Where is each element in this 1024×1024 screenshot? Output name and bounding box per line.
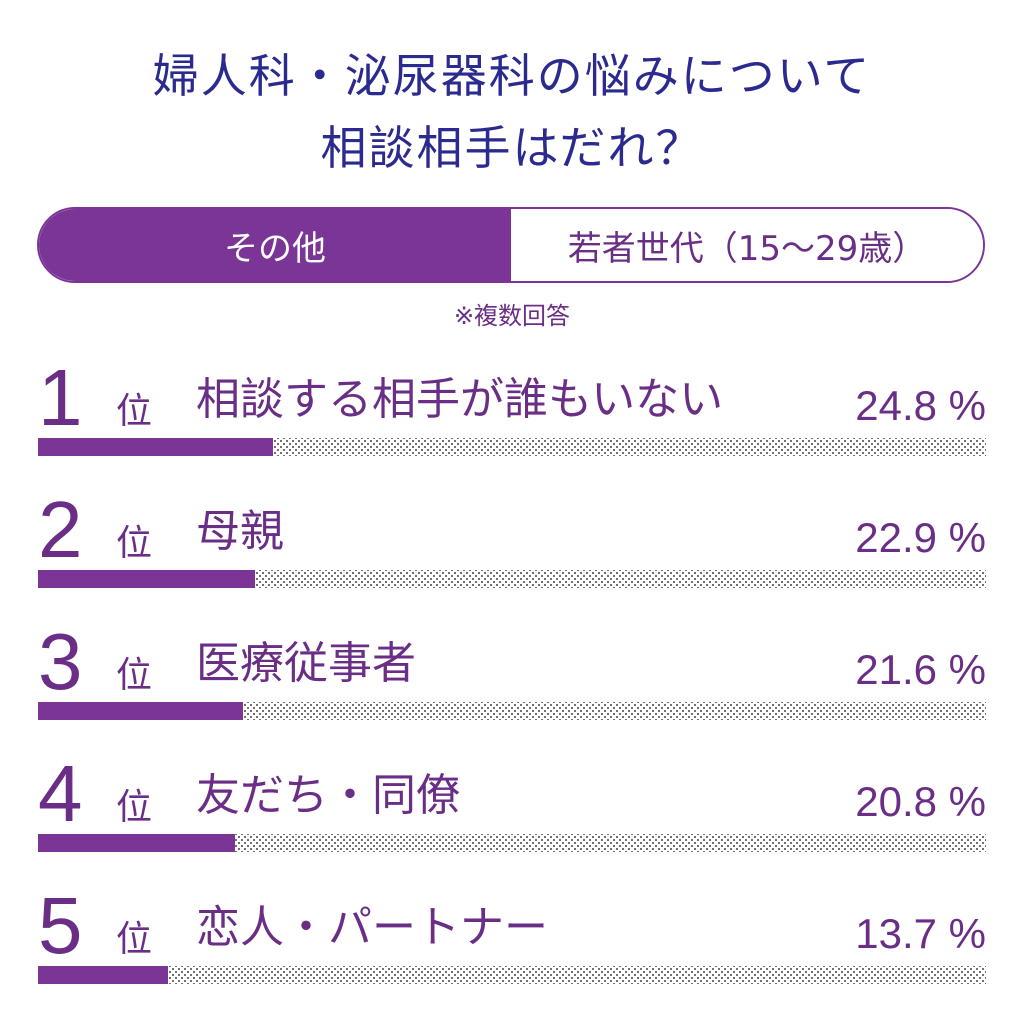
chart-title-line2: 相談相手はだれ？ [320,121,704,175]
rank-number: 5 [38,881,83,970]
bar-track [38,570,986,588]
bar-track [38,702,986,720]
segment-tabs: その他 若者世代（15〜29歳） [37,207,985,283]
tab-young-generation[interactable]: 若者世代（15〜29歳） [511,209,983,281]
value-label: 13.7 % [855,910,986,957]
bar-track [38,438,986,456]
multiple-answer-note: ※複数回答 [453,302,571,330]
rank-suffix: 位 [116,523,153,564]
rank-row: 2 位 母親 22.9 % [38,482,986,592]
value-label: 24.8 % [855,382,986,429]
bar [38,702,243,720]
category-label: 母親 [196,506,284,557]
bar-track [38,966,986,984]
bar-track [38,834,986,852]
rank-row: 1 位 相談する相手が誰もいない 24.8 % [38,350,986,460]
rank-number: 1 [38,353,83,442]
bar [38,966,168,984]
rank-row: 4 位 友だち・同僚 20.8 % [38,746,986,856]
bar [38,570,256,588]
rank-suffix: 位 [116,391,153,432]
rank-suffix: 位 [116,919,153,960]
rank-row: 3 位 医療従事者 21.6 % [38,614,986,724]
chart-title-line1: 婦人科・泌尿器科の悩みについて [152,49,872,103]
category-label: 相談する相手が誰もいない [196,374,724,425]
value-label: 20.8 % [855,778,986,825]
rank-row: 5 位 恋人・パートナー 13.7 % [38,878,986,988]
tab-other[interactable]: その他 [39,209,511,281]
rank-suffix: 位 [116,655,153,696]
rank-suffix: 位 [116,787,153,828]
bar [38,438,274,456]
rank-number: 4 [38,749,83,838]
category-label: 恋人・パートナー [196,902,548,953]
bar [38,834,236,852]
value-label: 22.9 % [855,514,986,561]
rank-number: 2 [38,485,83,574]
category-label: 医療従事者 [196,638,416,689]
category-label: 友だち・同僚 [196,770,460,821]
value-label: 21.6 % [855,646,986,693]
rank-number: 3 [38,617,83,706]
